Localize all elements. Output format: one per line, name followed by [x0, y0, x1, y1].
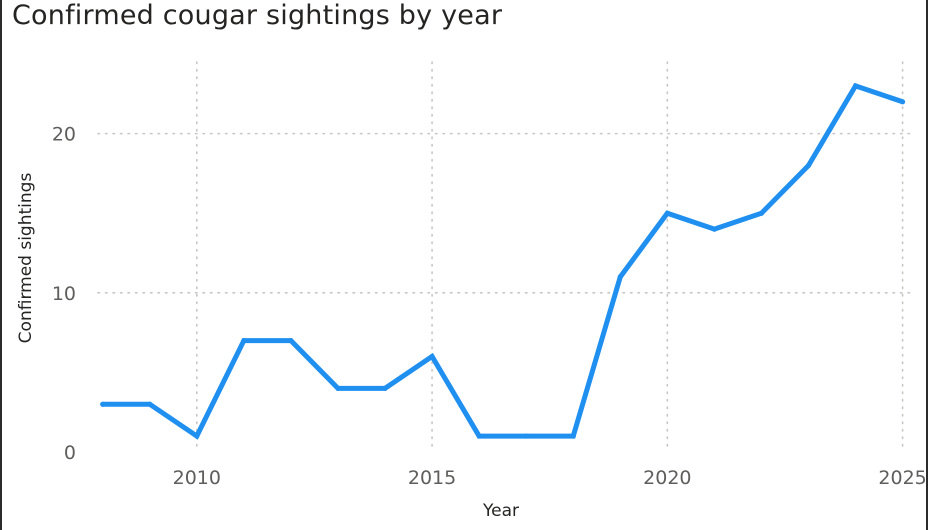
data-point	[523, 433, 529, 439]
x-tick-label: 2015	[408, 467, 456, 489]
data-point	[241, 337, 247, 344]
data-point	[288, 337, 294, 344]
series-layer	[100, 82, 906, 440]
y-tick-label: 0	[64, 442, 76, 464]
x-axis-title: Year	[482, 501, 519, 521]
data-point	[758, 210, 765, 216]
data-point	[100, 401, 106, 407]
data-point	[476, 433, 482, 439]
y-tick-label: 20	[52, 124, 76, 146]
y-axis-title: Confirmed sightings	[16, 173, 36, 344]
data-point	[570, 433, 576, 439]
data-point	[429, 353, 435, 360]
data-point	[852, 83, 859, 89]
data-point	[899, 99, 906, 105]
data-point	[382, 385, 388, 391]
gridlines	[97, 61, 913, 453]
x-tick-label: 2020	[643, 467, 691, 489]
x-tick-label: 2010	[173, 467, 221, 489]
series-line	[102, 82, 904, 440]
y-axis-ticks: 0 10 20	[52, 124, 76, 464]
data-point	[194, 433, 200, 439]
y-tick-label: 10	[52, 283, 76, 305]
x-tick-label: 2025	[878, 467, 926, 489]
x-axis-ticks: 2010 2015 2020 2025	[173, 467, 927, 489]
data-point	[711, 226, 717, 232]
data-point	[147, 401, 153, 407]
data-point	[335, 385, 341, 391]
chart-title: Confirmed cougar sightings by year	[12, 0, 503, 31]
data-point	[805, 162, 812, 169]
data-point	[664, 210, 670, 216]
data-point	[617, 274, 623, 280]
